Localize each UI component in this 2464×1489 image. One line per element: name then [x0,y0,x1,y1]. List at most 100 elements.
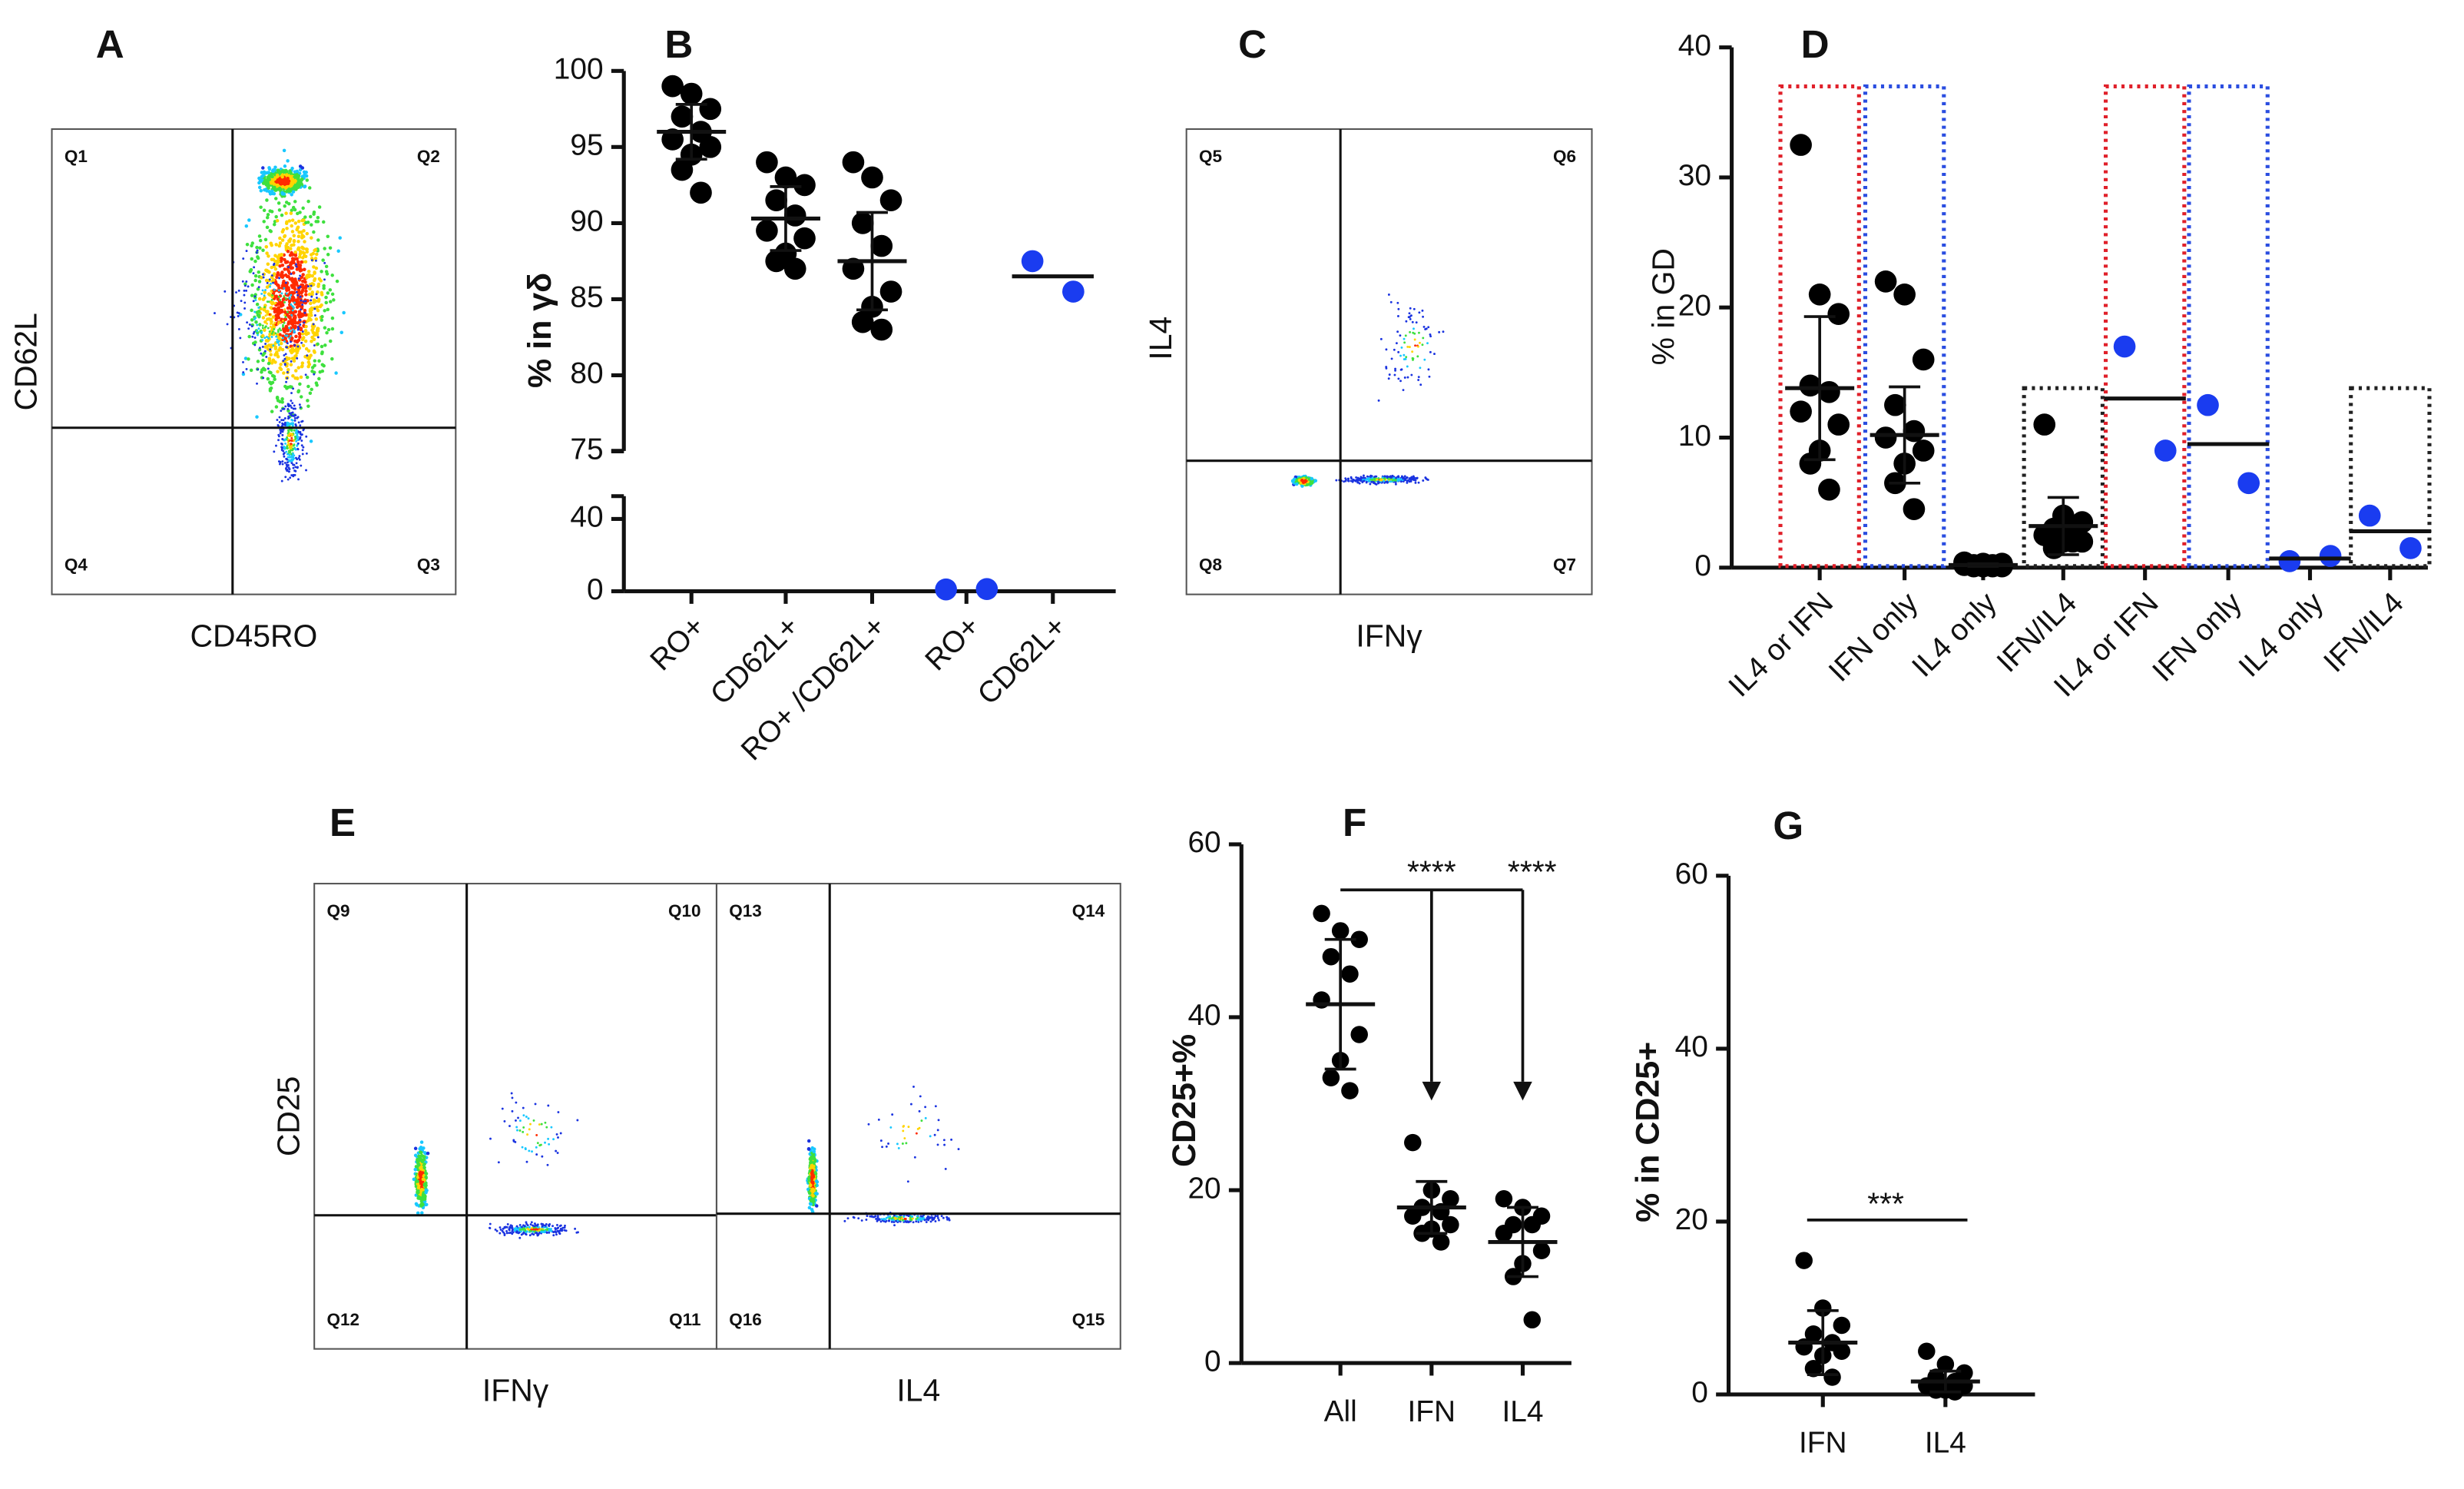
data-point [1495,1190,1513,1208]
cell-dot [301,330,304,333]
cell-dot [318,370,323,374]
cell-dot [290,193,293,197]
cell-dot [287,415,290,418]
cell-dot [416,1211,420,1215]
cell-dot [1406,376,1409,379]
cell-dot [292,466,295,469]
cell-dot [242,371,245,373]
cell-dot [306,384,310,389]
cell-dot [290,439,293,443]
cell-dot [417,1154,421,1159]
cell-dot [310,259,313,262]
cell-dot [550,1126,553,1129]
cell-dot [279,311,282,314]
cell-dot [263,320,267,324]
cell-dot [298,455,301,458]
cell-dot [1377,480,1379,483]
y-axis-label: % in γδ [522,273,558,388]
cell-dot [270,380,275,385]
cell-dot [254,299,257,302]
cell-dot [309,301,313,306]
panel-letter: E [330,801,356,844]
cell-dot [488,1222,492,1225]
cell-dot [576,1119,579,1122]
data-point [1404,1207,1422,1225]
cell-dot [281,438,284,441]
cell-dot [277,244,282,248]
cell-dot [268,229,272,233]
cell-dot [270,410,274,413]
quadrant-label: Q8 [1199,555,1222,575]
cell-dot [303,267,306,271]
cell-dot [810,1176,814,1180]
cell-dot [290,313,293,317]
cell-dot [274,197,278,201]
panel-letter: G [1773,804,1803,847]
data-point [756,219,778,242]
cell-dot [258,246,262,250]
cell-dot [273,450,276,453]
cell-dot [309,214,313,219]
cell-dot [561,1229,564,1232]
cell-dot [889,1126,893,1129]
cell-dot [255,302,260,307]
x-tick-label: IL4 only [2233,586,2330,684]
cell-dot [289,247,293,251]
cell-dot [298,252,303,257]
cell-dot [300,433,303,436]
cell-dot [525,1160,528,1163]
cell-dot [250,293,254,297]
cell-dot [268,192,273,196]
cell-dot [516,1129,518,1132]
cell-dot [261,339,264,342]
cell-dot [300,236,304,240]
cell-dot [291,402,294,405]
cell-dot [306,270,311,274]
cell-dot [426,1151,430,1156]
highlight-box [2103,84,2187,569]
cell-dot [290,284,293,288]
cell-dot [917,1219,920,1222]
cell-dot [1347,477,1350,480]
cell-dot [263,290,267,294]
cell-dot [286,465,289,468]
cell-dot [1362,479,1365,483]
cell-dot [1414,479,1417,482]
cell-dot [272,222,277,227]
cell-dot [287,438,290,441]
y-tick-label: 40 [1187,999,1220,1032]
cell-dot [811,1173,815,1177]
cell-dot [286,453,289,456]
cell-dot [281,433,284,436]
cell-dot [812,1149,816,1154]
cell-dot [1308,482,1313,486]
cell-dot [295,267,300,271]
x-tick-label: RO+ [919,610,986,678]
cell-dot [1409,330,1412,333]
cell-dot [929,1220,932,1223]
cell-dot [292,473,295,476]
cell-dot [335,279,339,284]
cell-dot [290,462,293,465]
cell-dot [929,1135,932,1138]
cell-dot [305,469,307,472]
cell-dot [1419,383,1422,386]
cell-dot [278,420,281,423]
cell-dot [316,290,320,294]
cell-dot [915,1218,918,1221]
cell-dot [277,435,280,438]
cell-dot [299,295,302,298]
cell-dot [1392,479,1394,482]
cell-dot [278,346,283,350]
cell-dot [927,1219,930,1222]
cell-dot [268,278,271,281]
cell-dot [283,295,286,297]
panel-letter: F [1343,801,1366,844]
cell-dot [285,274,290,279]
cell-dot [515,1226,518,1229]
cell-dot [316,342,320,347]
cell-dot [323,326,327,330]
data-point [793,174,816,197]
cell-dot [266,262,270,267]
cell-dot [255,245,259,250]
